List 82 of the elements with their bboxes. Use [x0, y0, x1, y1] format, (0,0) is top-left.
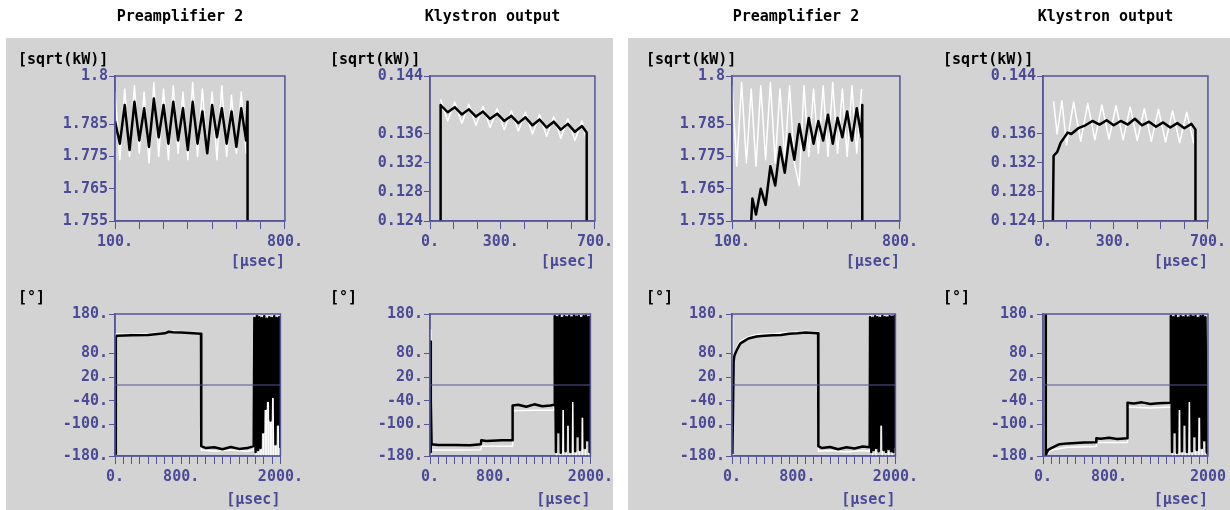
x-tick-label: 700.	[576, 231, 613, 250]
y-tick-label: 80.	[697, 343, 725, 362]
y-tick-label: -100.	[990, 414, 1036, 433]
y-tick-label: -40.	[999, 390, 1036, 409]
x-tick-label: 0.	[420, 231, 440, 250]
y-tick-label: 1.765	[62, 178, 108, 197]
y-tick-label: 0.124	[990, 210, 1036, 229]
chart-title: Preamplifier 2	[732, 6, 860, 25]
y-tick-label: 0.136	[377, 123, 423, 142]
y-tick-label: -180.	[679, 445, 725, 464]
y-tick-label: 0.136	[990, 123, 1036, 142]
y-tick-label: -180.	[62, 445, 108, 464]
y-axis-title: [sqrt(kW)]	[18, 50, 109, 69]
x-tick-label: 0.	[420, 466, 440, 485]
x-tick-label: 2000.	[257, 466, 303, 485]
y-axis-title: [°]	[943, 288, 971, 307]
x-tick-label: 800.	[881, 231, 918, 250]
x-tick-label: 800.	[1090, 466, 1128, 485]
y-tick-label: -40.	[71, 390, 108, 409]
y-tick-label: 1.755	[62, 210, 108, 229]
y-tick-label: -40.	[386, 390, 423, 409]
y-tick-label: 1.785	[62, 114, 108, 133]
y-tick-label: 20.	[80, 367, 108, 385]
x-tick-label: 800.	[779, 466, 816, 485]
x-tick-label: 800.	[476, 466, 513, 485]
y-tick-label: 1.765	[679, 178, 725, 197]
x-axis-title: [μsec]	[841, 490, 896, 509]
y-tick-label: 80.	[395, 343, 423, 362]
y-tick-label: 20.	[1008, 367, 1036, 385]
x-axis-title: [μsec]	[1153, 490, 1208, 509]
y-tick-label: 180.	[999, 303, 1036, 322]
y-axis-title: [sqrt(kW)]	[330, 50, 421, 69]
y-tick-label: 0.124	[377, 210, 423, 229]
y-tick-label: -100.	[679, 414, 725, 433]
y-axis-title: [°]	[18, 288, 46, 307]
y-tick-label: 0.132	[377, 152, 423, 171]
x-tick-label: 0.	[105, 466, 125, 485]
y-tick-label: 0.128	[377, 181, 423, 200]
x-tick-label: 800.	[163, 466, 200, 485]
y-axis-title: [sqrt(kW)]	[943, 50, 1034, 69]
x-axis-title: [μsec]	[845, 252, 900, 271]
x-tick-label: 300.	[1095, 231, 1132, 250]
y-tick-label: 1.785	[679, 114, 725, 133]
x-tick-label: 2000.	[567, 466, 613, 485]
y-axis-title: [sqrt(kW)]	[646, 50, 737, 69]
y-tick-label: -180.	[377, 445, 423, 464]
y-tick-label: 0.132	[990, 152, 1036, 171]
y-tick-label: 180.	[386, 303, 423, 322]
y-tick-label: 1.755	[679, 210, 725, 229]
x-axis-title: [μsec]	[226, 490, 281, 509]
y-tick-label: -180.	[990, 445, 1036, 464]
x-tick-label: 700.	[1189, 231, 1226, 250]
y-tick-label: -100.	[377, 414, 423, 433]
y-tick-label: 20.	[395, 367, 423, 385]
y-tick-label: 80.	[80, 343, 108, 362]
x-tick-label: 100.	[96, 231, 134, 250]
x-tick-label: 0.	[1033, 466, 1053, 485]
x-tick-label: 2000.	[872, 466, 918, 485]
y-tick-label: 80.	[1008, 343, 1036, 362]
y-tick-label: 180.	[688, 303, 725, 322]
y-tick-label: 1.775	[679, 146, 725, 165]
y-tick-label: -40.	[688, 390, 725, 409]
y-tick-label: -100.	[62, 414, 108, 433]
x-tick-label: 0.	[1033, 231, 1053, 250]
x-axis-title: [μsec]	[230, 252, 285, 271]
x-axis-title: [μsec]	[1153, 252, 1208, 271]
y-tick-label: 1.775	[62, 146, 108, 165]
x-tick-label: 2000	[1189, 466, 1226, 485]
y-tick-label: 180.	[71, 303, 108, 322]
y-tick-label: 0.128	[990, 181, 1036, 200]
y-axis-title: [°]	[646, 288, 674, 307]
chart-title: Klystron output	[1037, 6, 1174, 25]
chart-title: Klystron output	[424, 6, 561, 25]
x-axis-title: [μsec]	[536, 490, 591, 509]
x-axis-title: [μsec]	[540, 252, 595, 271]
y-axis-title: [°]	[330, 288, 358, 307]
x-tick-label: 0.	[722, 466, 742, 485]
x-tick-label: 800.	[266, 231, 303, 250]
x-tick-label: 100.	[713, 231, 751, 250]
x-tick-label: 300.	[482, 231, 519, 250]
y-tick-label: 20.	[697, 367, 725, 385]
chart-title: Preamplifier 2	[116, 6, 244, 25]
